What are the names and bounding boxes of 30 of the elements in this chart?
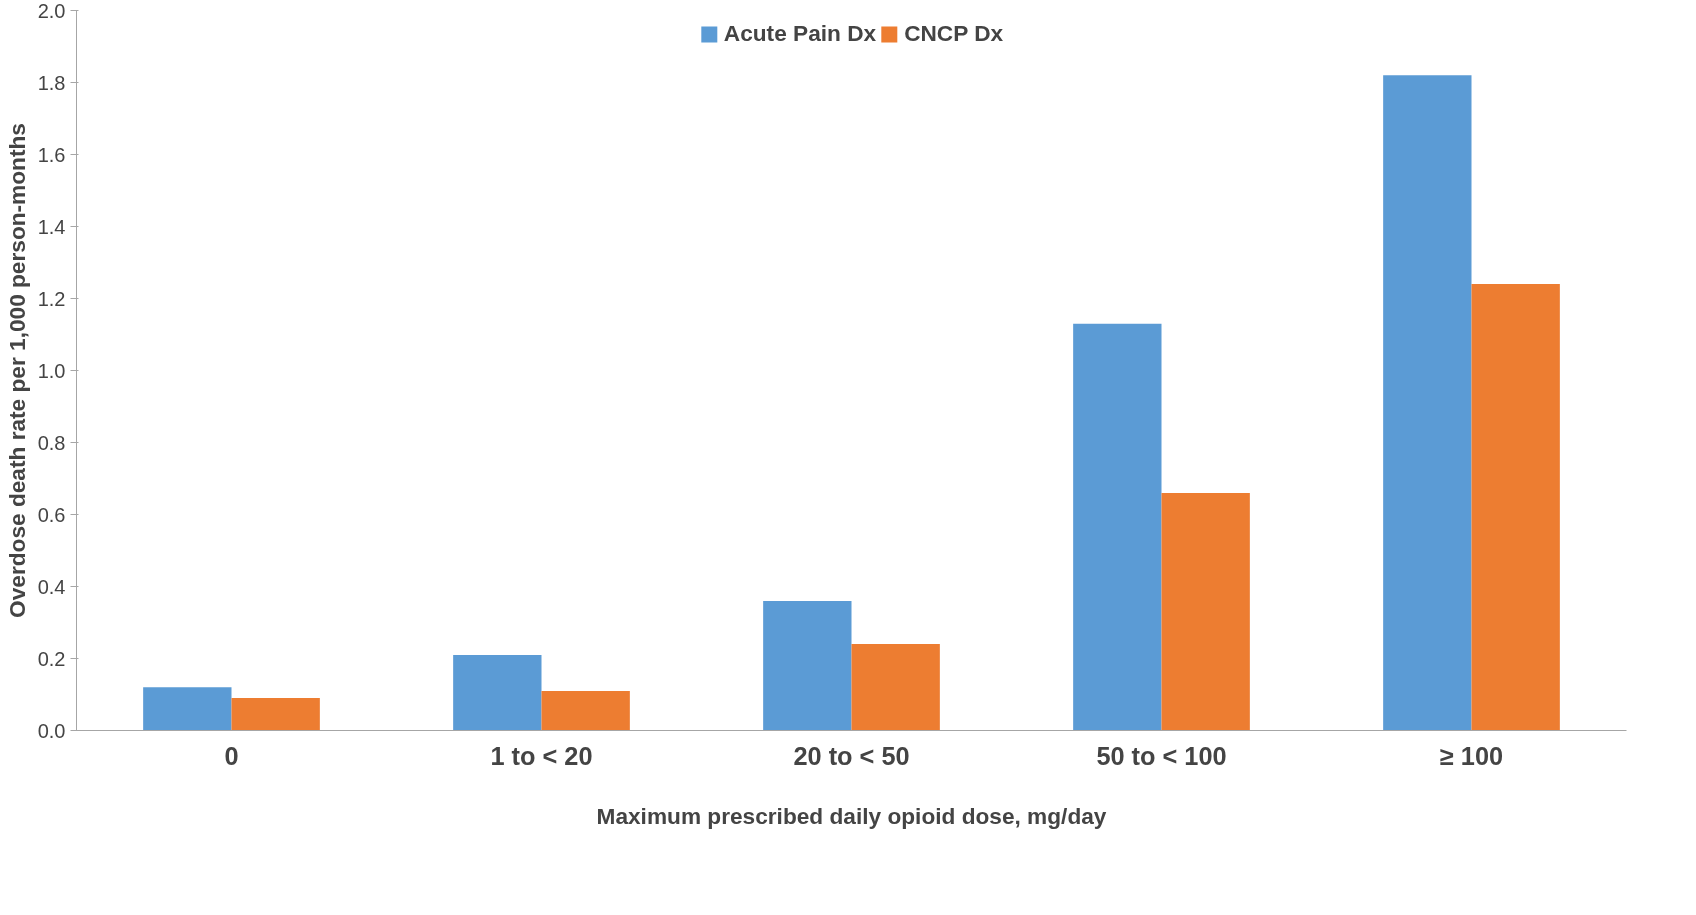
x-axis-title: Maximum prescribed daily opioid dose, mg/day — [596, 802, 1107, 829]
x-tick-label: ≥ 100 — [1439, 741, 1504, 770]
x-tick-label: 50 to < 100 — [1096, 741, 1227, 770]
y-tick-label: 1.0 — [37, 359, 66, 382]
y-tick-label: 0.8 — [37, 431, 66, 454]
bar — [541, 690, 630, 731]
y-tick-label: 1.6 — [37, 143, 66, 166]
y-tick-label: 1.2 — [37, 287, 66, 310]
y-tick-label: 2.0 — [37, 0, 66, 22]
bar — [1161, 492, 1250, 731]
bar — [231, 698, 320, 731]
y-axis-title: Overdose death rate per 1,000 person-months — [3, 123, 30, 618]
x-tick-label: 0 — [224, 741, 239, 770]
bar — [851, 644, 940, 731]
legend-label: Acute Pain Dx — [723, 20, 877, 47]
y-tick-label: 0.6 — [37, 503, 66, 526]
y-tick-label: 0.0 — [37, 719, 66, 742]
x-tick-label: 1 to < 20 — [490, 741, 593, 770]
bar — [1471, 284, 1560, 731]
bar — [1383, 75, 1472, 731]
bar — [143, 687, 232, 731]
y-tick-label: 1.8 — [37, 71, 66, 94]
legend-label: CNCP Dx — [904, 20, 1004, 47]
bar — [1073, 323, 1162, 731]
x-tick-label: 20 to < 50 — [793, 741, 910, 770]
y-tick-label: 1.4 — [37, 215, 66, 238]
y-tick-label: 0.4 — [37, 575, 66, 598]
y-tick-label: 0.2 — [37, 647, 66, 670]
bar — [763, 600, 852, 731]
bar — [453, 654, 542, 731]
